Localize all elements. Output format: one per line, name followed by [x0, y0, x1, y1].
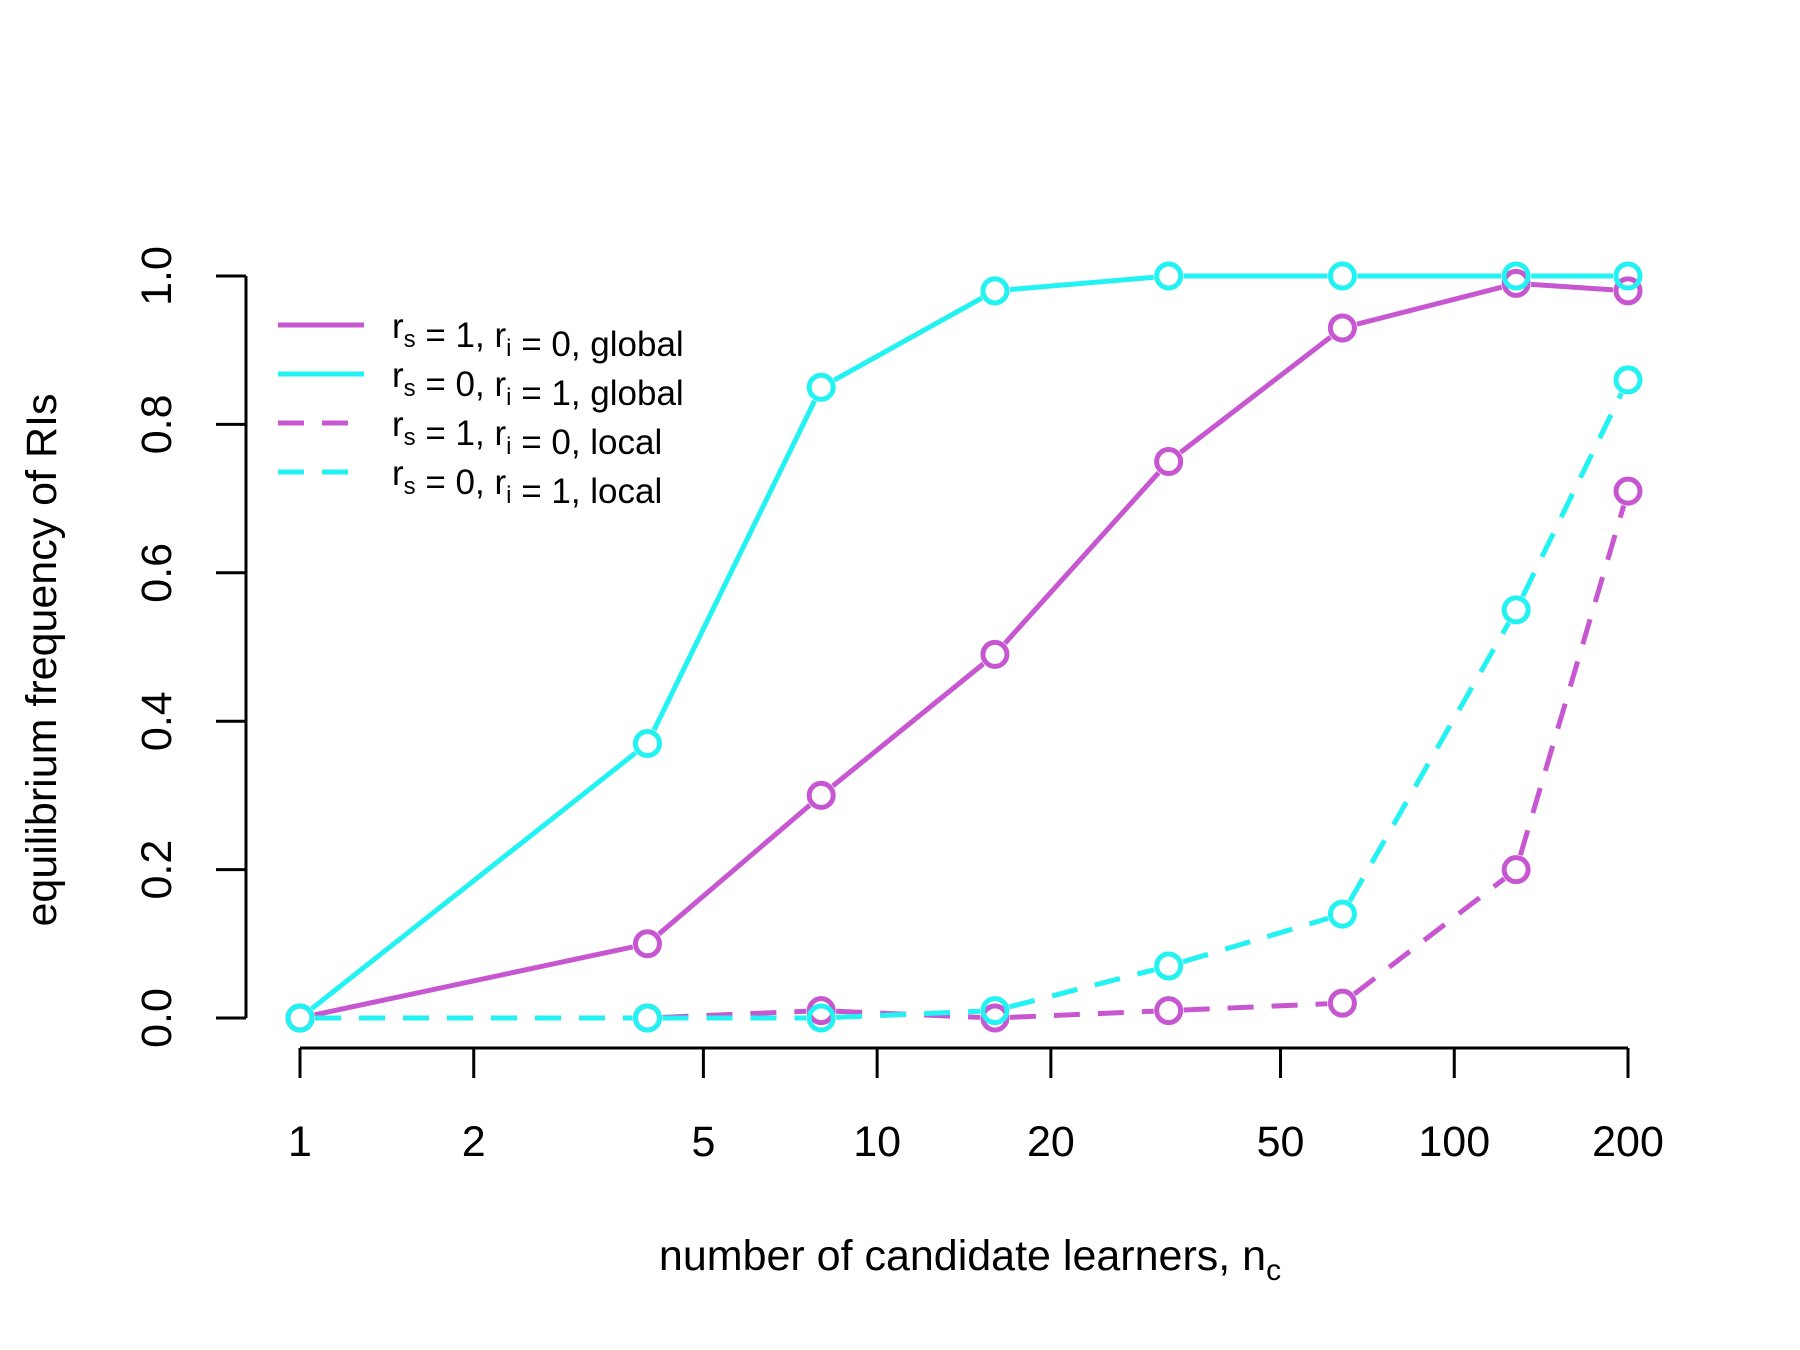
series-2-point — [1154, 261, 1184, 291]
series-1-segment — [1530, 281, 1614, 293]
y-tick-label: 0.2 — [133, 840, 181, 900]
series-2-segment — [833, 295, 984, 383]
series-3-point — [1327, 988, 1357, 1018]
series-1-point — [980, 639, 1010, 669]
x-axis-title-main: number of candidate learners, n — [659, 1232, 1266, 1280]
series-4-point — [806, 1003, 836, 1033]
legend-label-part: r — [494, 365, 506, 404]
legend-label-part: r — [392, 405, 404, 444]
series-2-point — [980, 276, 1010, 306]
series-3-segment — [836, 1008, 981, 1020]
series-3-segment — [1517, 504, 1627, 856]
legend-label-subscript: i — [506, 335, 511, 362]
y-tick-label: 0.4 — [133, 691, 181, 751]
series-1-segment — [314, 944, 634, 1018]
legend-label-part: = 1, — [416, 414, 495, 453]
axes: 1 2 5 10 20 50 100 200 0.0 0.2 0.4 0.6 0.8 1.0 — [133, 246, 1664, 1166]
y-tick-label: 1.0 — [133, 246, 181, 306]
series-4-segment — [1008, 967, 1155, 1010]
series-1-segment — [1356, 284, 1503, 327]
legend-label-part: = 1, — [416, 316, 495, 355]
series-4-segment — [1182, 916, 1329, 965]
y-axis-title: equilibrium frequency of RIs — [18, 394, 66, 927]
series-4-point — [1613, 365, 1643, 395]
series-4-segment — [1347, 621, 1511, 903]
plot-series — [285, 261, 1643, 1033]
series-1-point — [1613, 276, 1643, 306]
legend-label-part: = 0, global — [511, 325, 683, 364]
legend-label: rs = 0, ri = 1, local — [392, 454, 662, 511]
x-axis-title-subscript: c — [1266, 1254, 1281, 1287]
series-2-segment — [651, 399, 817, 732]
series-4-point — [1501, 595, 1531, 625]
legend-label-subscript: i — [506, 433, 511, 460]
x-tick-label: 50 — [1257, 1118, 1305, 1166]
series-3-segment — [1009, 1008, 1154, 1020]
legend-label-subscript: s — [404, 326, 416, 353]
legend-label-part: = 1, local — [511, 472, 662, 511]
series-1-segment — [1179, 335, 1333, 455]
series-4-point — [632, 1003, 662, 1033]
y-tick-label: 0.6 — [133, 543, 181, 603]
series-1 — [285, 268, 1643, 1033]
series-4-point — [285, 1003, 315, 1033]
series-3-point — [1154, 996, 1184, 1026]
legend-label-part: r — [392, 356, 404, 395]
legend-label-part: = 0, local — [511, 423, 662, 462]
legend-label-part: = 1, global — [511, 374, 683, 413]
series-3-segment — [1352, 876, 1506, 996]
x-tick-label: 10 — [853, 1118, 901, 1166]
series-4-point — [1154, 951, 1184, 981]
legend-label: rs = 0, ri = 1, global — [392, 356, 684, 413]
series-2-point — [1613, 261, 1643, 291]
series-2-point — [1501, 261, 1531, 291]
series-4-point — [980, 996, 1010, 1026]
series-3 — [285, 476, 1643, 1033]
series-2-segment — [1009, 274, 1154, 293]
legend-label-subscript: s — [404, 424, 416, 451]
x-tick-label: 200 — [1592, 1118, 1664, 1166]
series-3-point — [1501, 855, 1531, 885]
series-1-segment — [831, 661, 985, 788]
series-4 — [285, 365, 1643, 1033]
legend-label: rs = 1, ri = 0, local — [392, 405, 662, 462]
series-2-segment — [310, 750, 638, 1011]
x-tick-label: 2 — [462, 1118, 486, 1166]
y-tick-label: 0.0 — [133, 988, 181, 1048]
series-2-point — [806, 372, 836, 402]
series-1-point — [1154, 447, 1184, 476]
series-3-segment — [1183, 1001, 1328, 1013]
series-4-segment — [1520, 392, 1624, 598]
series-4-segment — [836, 1008, 981, 1020]
series-1-point — [1327, 313, 1357, 343]
legend-label-part: r — [392, 454, 404, 493]
series-3-point — [1613, 476, 1643, 506]
x-tick-label: 100 — [1418, 1118, 1490, 1166]
legend-label-part: = 0, — [416, 463, 495, 502]
legend-label-part: r — [494, 463, 506, 502]
legend-label-subscript: s — [404, 375, 416, 402]
series-2-point — [1327, 261, 1357, 291]
x-tick-label: 20 — [1027, 1118, 1075, 1166]
series-1-point — [806, 780, 836, 810]
x-tick-label: 1 — [288, 1118, 312, 1166]
series-4-point — [1327, 899, 1357, 929]
legend-label-subscript: i — [506, 482, 511, 509]
y-tick-label: 0.8 — [133, 395, 181, 455]
x-tick-label: 5 — [691, 1118, 715, 1166]
legend-label-part: r — [494, 414, 506, 453]
legend-label-part: r — [392, 307, 404, 346]
x-axis-title: number of candidate learners, nc — [659, 1232, 1281, 1287]
series-2-point — [632, 728, 662, 758]
legend-label-part: = 0, — [416, 365, 495, 404]
legend-label-subscript: s — [404, 473, 416, 500]
series-1-segment — [1003, 470, 1161, 645]
series-1-point — [632, 929, 662, 959]
legend-label-subscript: i — [506, 384, 511, 411]
legend-label-part: r — [494, 316, 506, 355]
series-1-segment — [657, 803, 812, 936]
legend-label: rs = 1, ri = 0, global — [392, 307, 684, 364]
